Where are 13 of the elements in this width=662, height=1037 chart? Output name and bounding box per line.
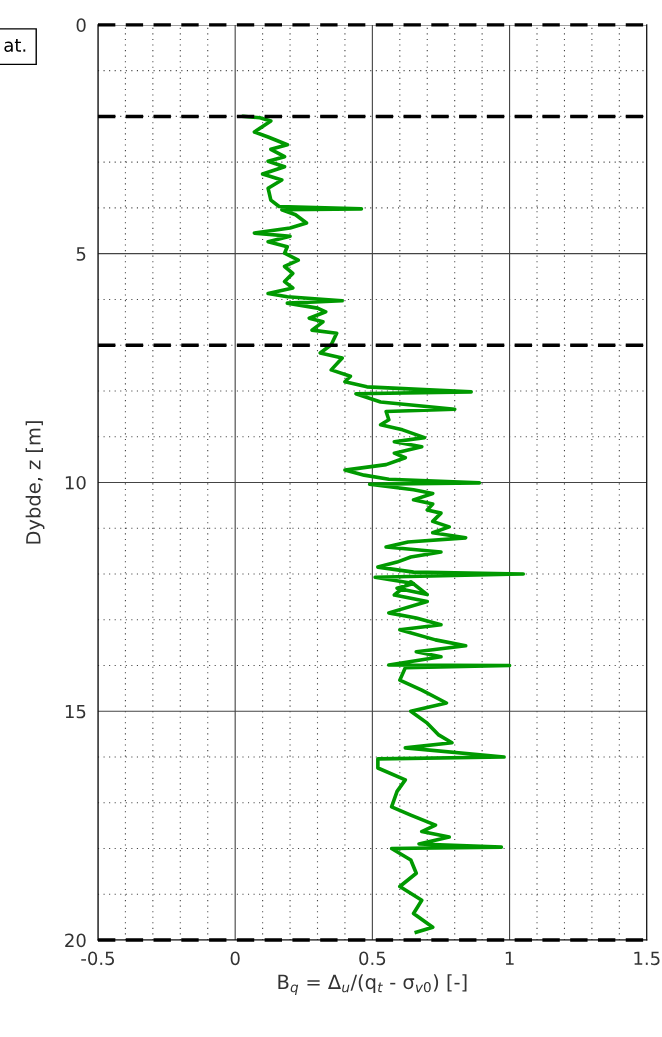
x-tick-label: 1.5 bbox=[634, 951, 660, 966]
y-tick-label: 10 bbox=[65, 475, 86, 490]
text: B$_{q}$ = Δ$_{u}$/(q$_{t}$ - σ$_{v0}$) [-] bbox=[278, 974, 467, 995]
text: at. bbox=[4, 38, 26, 52]
x-tick-label: 1 bbox=[505, 951, 514, 965]
y-tick-label: 20 bbox=[65, 933, 86, 948]
x-tick-label: -0.5 bbox=[81, 951, 115, 966]
x-tick-label: 0 bbox=[230, 951, 240, 966]
y-tick-label: 0 bbox=[76, 18, 86, 32]
x-tick-label: 0.5 bbox=[359, 951, 386, 966]
y-tick-label: 15 bbox=[65, 704, 86, 719]
y-tick-label: 5 bbox=[76, 247, 86, 261]
y-axis-title: Dybde, z [m] bbox=[25, 421, 45, 544]
